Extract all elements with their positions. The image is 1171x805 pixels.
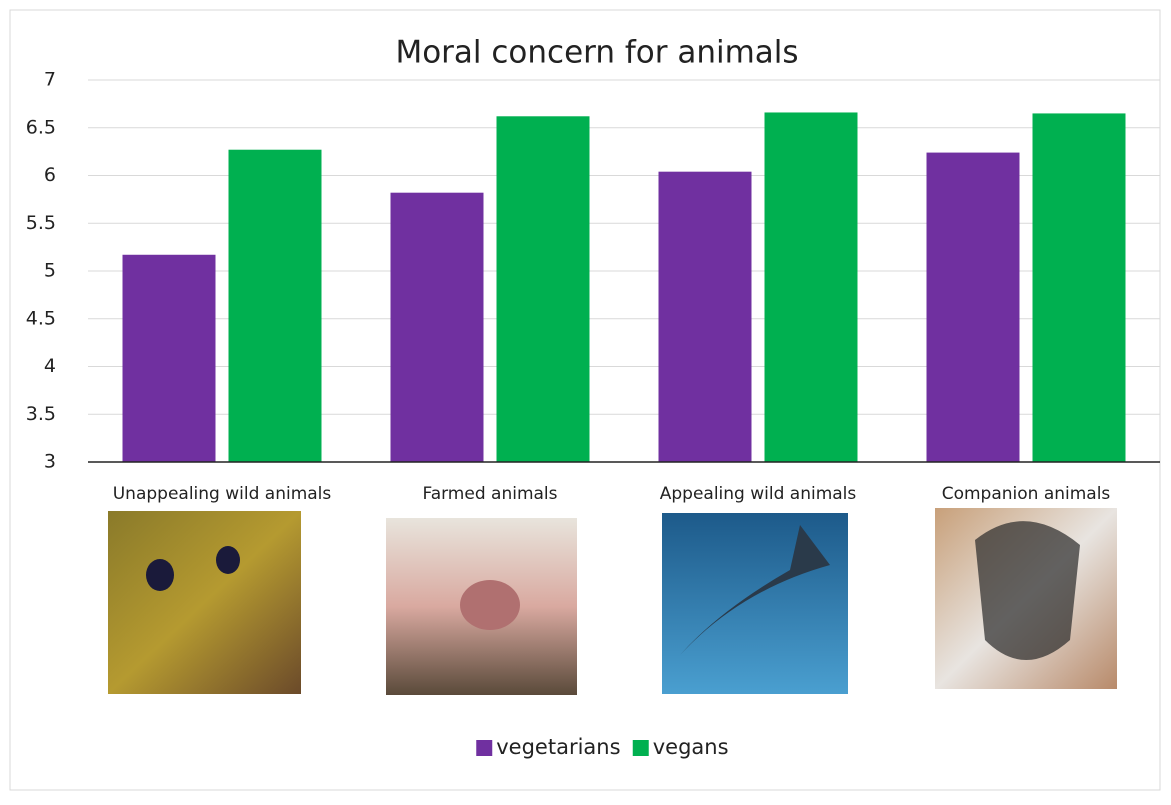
y-tick-label: 3	[44, 451, 56, 473]
y-tick-label: 4	[44, 355, 56, 377]
photo-detail	[216, 546, 240, 574]
bar	[123, 255, 216, 462]
photo-detail	[460, 580, 520, 630]
chart-title: Moral concern for animals	[395, 35, 798, 71]
legend-swatch	[476, 740, 492, 756]
x-tick-label: Appealing wild animals	[660, 484, 857, 504]
y-tick-label: 3.5	[26, 403, 56, 425]
bar	[229, 150, 322, 462]
bar	[497, 116, 590, 462]
y-tick-label: 5	[44, 260, 56, 282]
x-tick-label: Farmed animals	[422, 484, 557, 504]
y-tick-label: 5.5	[26, 212, 56, 234]
chart: Moral concern for animals 3 3.5 4 4.5 5 5.5 6 6…	[0, 0, 1171, 801]
photo-detail	[146, 559, 174, 591]
bar	[765, 112, 858, 462]
y-tick-label: 6.5	[26, 116, 56, 138]
y-tick-label: 6	[44, 164, 56, 186]
bar	[927, 153, 1020, 462]
y-tick-label: 4.5	[26, 307, 56, 329]
legend-label: vegans	[653, 735, 729, 759]
legend-label: vegetarians	[496, 735, 620, 759]
x-tick-label: Unappealing wild animals	[113, 484, 332, 504]
bar	[1033, 113, 1126, 462]
x-tick-label: Companion animals	[942, 484, 1111, 504]
bar	[659, 172, 752, 462]
bar	[391, 193, 484, 462]
photo	[108, 511, 301, 694]
y-tick-label: 7	[44, 69, 56, 91]
photo-detail	[975, 521, 1080, 660]
legend-swatch	[633, 740, 649, 756]
photo	[662, 513, 848, 694]
